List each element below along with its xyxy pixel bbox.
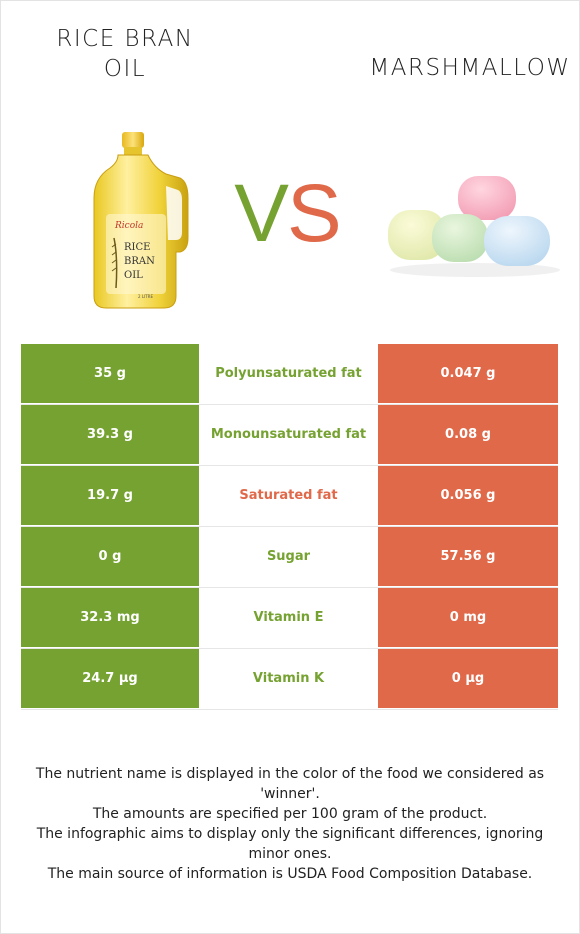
bottle-label-line1: RICE: [124, 242, 150, 253]
footer-note-winner: The nutrient name is displayed in the co…: [35, 766, 545, 802]
right-value: 0 µg: [378, 649, 558, 708]
right-value: 0.047 g: [378, 344, 558, 403]
rice-bran-oil-image: Ricola RICE BRAN OIL 2 LITRE: [88, 128, 198, 313]
nutrient-name: Vitamin E: [199, 588, 378, 647]
footer-note-source: The main source of information is USDA F…: [47, 866, 533, 882]
nutrient-name: Vitamin K: [199, 649, 378, 708]
right-value: 0.056 g: [378, 466, 558, 525]
footer-note-amounts: The amounts are specified per 100 gram o…: [92, 806, 488, 822]
nutrient-name: Polyunsaturated fat: [199, 344, 378, 403]
right-value: 0.08 g: [378, 405, 558, 464]
left-food-title: RICE BRAN OIL: [30, 24, 220, 84]
footer-notes: The nutrient name is displayed in the co…: [20, 764, 560, 884]
left-value: 39.3 g: [21, 405, 199, 464]
nutrient-name: Monounsaturated fat: [199, 405, 378, 464]
left-value: 19.7 g: [21, 466, 199, 525]
bottle-label-brand: Ricola: [114, 221, 143, 231]
table-row: 24.7 µg Vitamin K 0 µg: [21, 649, 558, 710]
comparison-table: 35 g Polyunsaturated fat 0.047 g 39.3 g …: [21, 344, 558, 710]
table-row: 19.7 g Saturated fat 0.056 g: [21, 466, 558, 527]
footer-note-differences: The infographic aims to display only the…: [36, 826, 544, 862]
left-food-title-line1: RICE BRAN: [56, 26, 194, 52]
table-row: 35 g Polyunsaturated fat 0.047 g: [21, 344, 558, 405]
right-value: 57.56 g: [378, 527, 558, 586]
vs-letter-s: S: [287, 168, 342, 259]
table-row: 39.3 g Monounsaturated fat 0.08 g: [21, 405, 558, 466]
left-food-title-line2: OIL: [103, 56, 147, 82]
vs-label: VS: [222, 164, 352, 264]
left-value: 35 g: [21, 344, 199, 403]
table-row: 0 g Sugar 57.56 g: [21, 527, 558, 588]
bottle-label-line3: OIL: [124, 270, 143, 281]
marshmallow-image: [380, 170, 560, 280]
bottle-label-line2: BRAN: [124, 256, 155, 267]
table-row: 32.3 mg Vitamin E 0 mg: [21, 588, 558, 649]
vs-letter-v: V: [234, 168, 289, 259]
nutrient-name: Saturated fat: [199, 466, 378, 525]
right-value: 0 mg: [378, 588, 558, 647]
right-food-title: MARSHMALLOW: [369, 55, 571, 81]
nutrient-name: Sugar: [199, 527, 378, 586]
left-value: 32.3 mg: [21, 588, 199, 647]
bottle-label-volume: 2 LITRE: [138, 294, 153, 299]
left-value: 24.7 µg: [21, 649, 199, 708]
left-value: 0 g: [21, 527, 199, 586]
